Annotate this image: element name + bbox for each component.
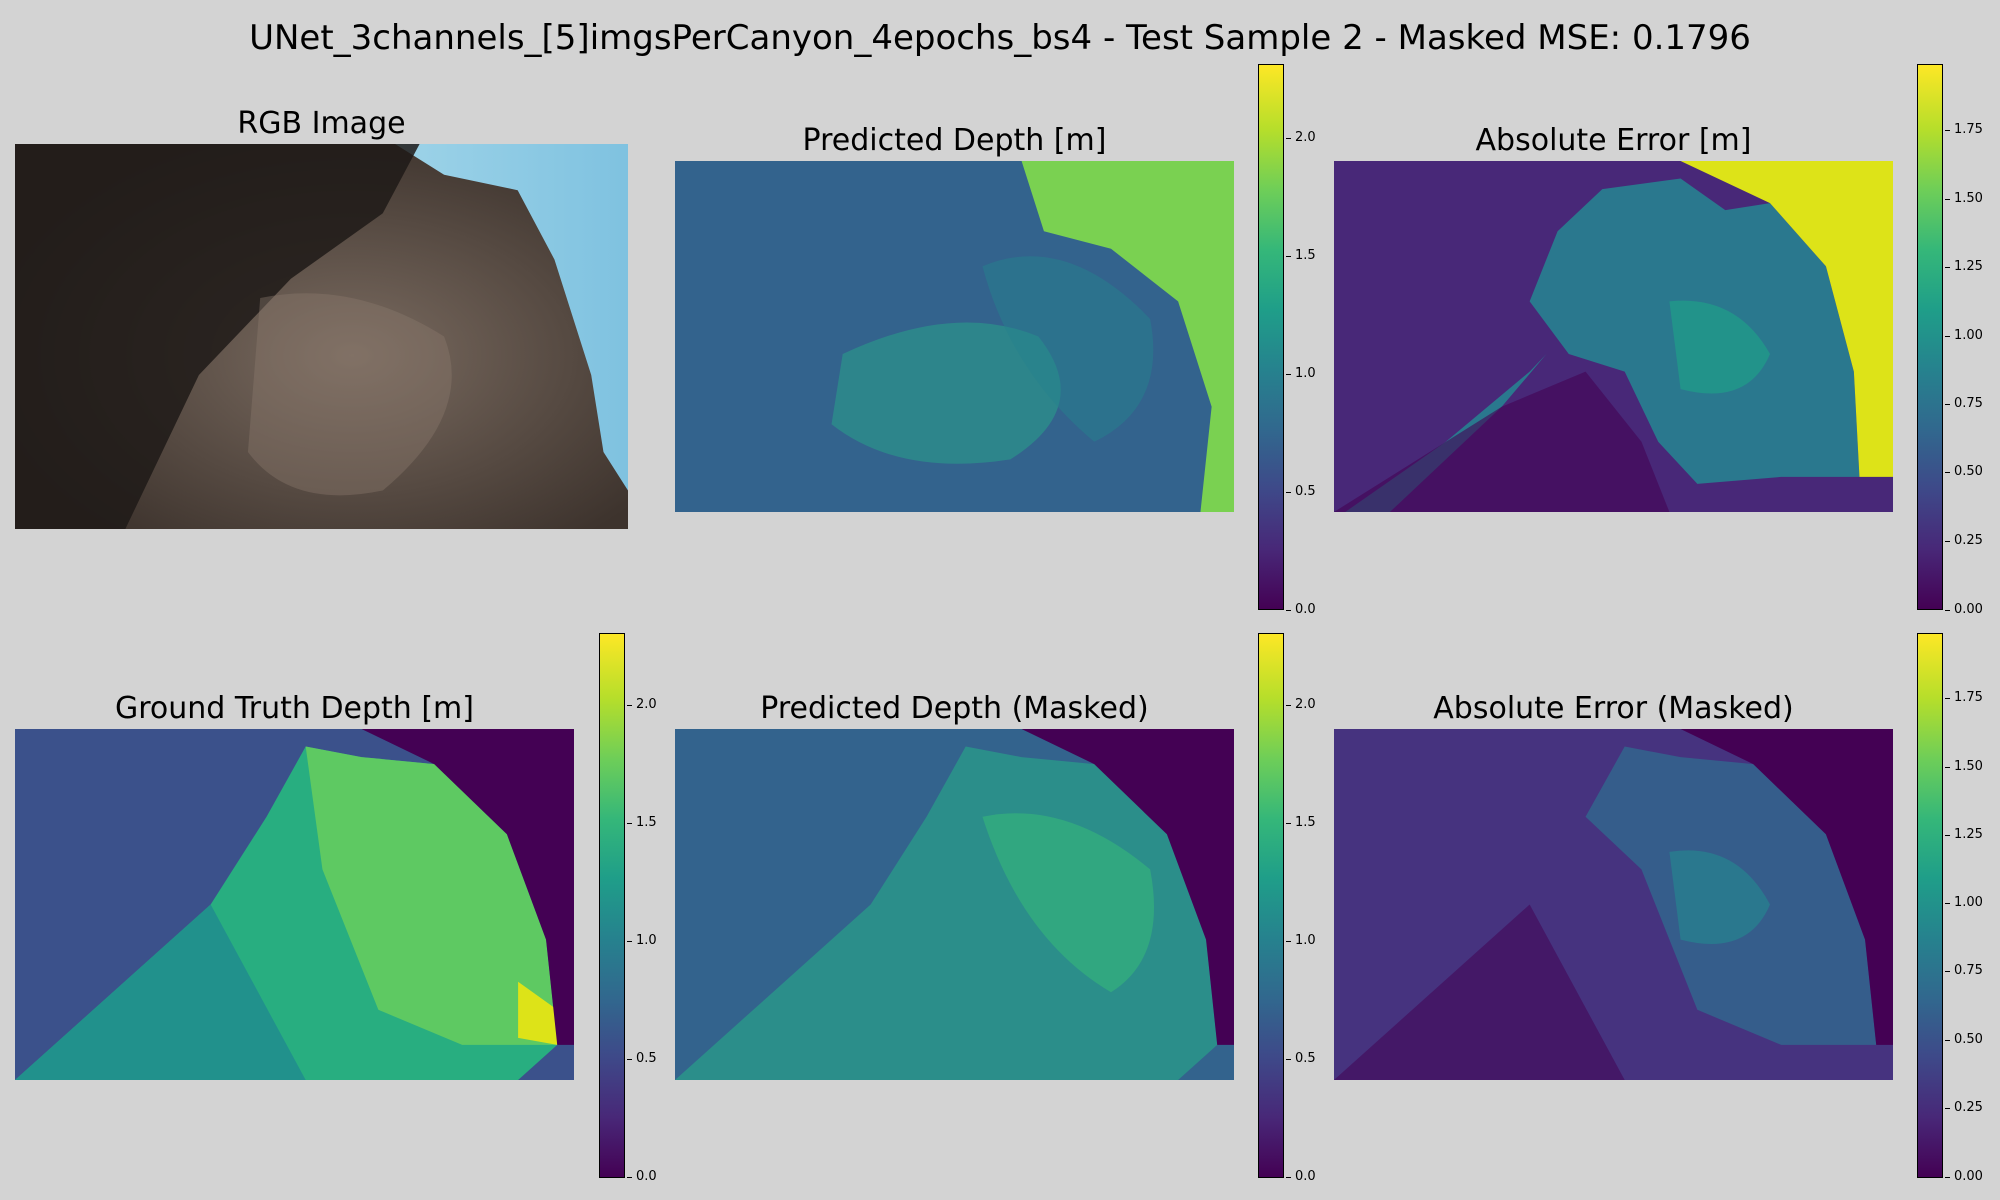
- pred-depth-masked-tick: 2.0: [1286, 697, 1316, 712]
- abs-error-tick: 1.50: [1945, 191, 1983, 206]
- abs-error-masked-image: [1334, 729, 1893, 1080]
- gt-depth-tick: 1.5: [627, 815, 657, 830]
- abs-error-tick: 0.25: [1945, 533, 1983, 548]
- gt-depth-tick: 0.5: [627, 1051, 657, 1066]
- gt-depth-colorbar: [599, 633, 625, 1178]
- pred-depth-masked-image: [675, 729, 1234, 1080]
- abs-error-masked-tick: 1.75: [1945, 690, 1983, 705]
- abs-error-masked-tick: 1.50: [1945, 759, 1983, 774]
- pred-depth-panel-title: Predicted Depth [m]: [802, 123, 1107, 158]
- abs-error-image: [1334, 161, 1893, 512]
- pred-depth-masked-tick: 1.5: [1286, 815, 1316, 830]
- abs-error-tick: 1.75: [1945, 122, 1983, 137]
- abs-error-masked-tick: 0.00: [1945, 1169, 1983, 1184]
- figure-title: UNet_3channels_[5]imgsPerCanyon_4epochs_…: [249, 18, 1751, 58]
- pred-depth-image: [675, 161, 1234, 512]
- pred-depth-masked-tick: 0.5: [1286, 1051, 1316, 1066]
- abs-error-tick: 1.25: [1945, 259, 1983, 274]
- pred-depth-masked-tick: 1.0: [1286, 933, 1316, 948]
- abs-error-tick: 0.00: [1945, 602, 1983, 617]
- pred-depth-masked-colorbar: [1258, 633, 1284, 1178]
- pred-depth-masked-tick: 0.0: [1286, 1169, 1316, 1184]
- abs-error-panel-title: Absolute Error [m]: [1475, 123, 1752, 158]
- abs-error-masked-tick: 0.50: [1945, 1032, 1983, 1047]
- gt-depth-tick: 2.0: [627, 697, 657, 712]
- abs-error-masked-tick: 1.25: [1945, 827, 1983, 842]
- pred-depth-tick: 0.0: [1286, 602, 1316, 617]
- pred-depth-tick: 2.0: [1286, 130, 1316, 145]
- abs-error-tick: 0.75: [1945, 396, 1983, 411]
- abs-error-masked-tick: 0.25: [1945, 1100, 1983, 1115]
- gt-depth-tick: 1.0: [627, 933, 657, 948]
- pred-depth-colorbar: [1258, 64, 1284, 610]
- rgb-panel-title: RGB Image: [237, 106, 406, 141]
- abs-error-colorbar: [1917, 64, 1943, 610]
- gt-depth-panel-title: Ground Truth Depth [m]: [114, 691, 474, 726]
- abs-error-masked-tick: 0.75: [1945, 963, 1983, 978]
- abs-error-tick: 1.00: [1945, 328, 1983, 343]
- abs-error-masked-panel-title: Absolute Error (Masked): [1433, 691, 1794, 726]
- pred-depth-tick: 0.5: [1286, 484, 1316, 499]
- pred-depth-tick: 1.0: [1286, 366, 1316, 381]
- pred-depth-tick: 1.5: [1286, 248, 1316, 263]
- rgb-image: [15, 144, 628, 529]
- gt-depth-tick: 0.0: [627, 1169, 657, 1184]
- gt-depth-image: [15, 729, 574, 1080]
- pred-depth-masked-panel-title: Predicted Depth (Masked): [760, 691, 1149, 726]
- abs-error-tick: 0.50: [1945, 464, 1983, 479]
- abs-error-masked-colorbar: [1917, 633, 1943, 1178]
- abs-error-masked-tick: 1.00: [1945, 895, 1983, 910]
